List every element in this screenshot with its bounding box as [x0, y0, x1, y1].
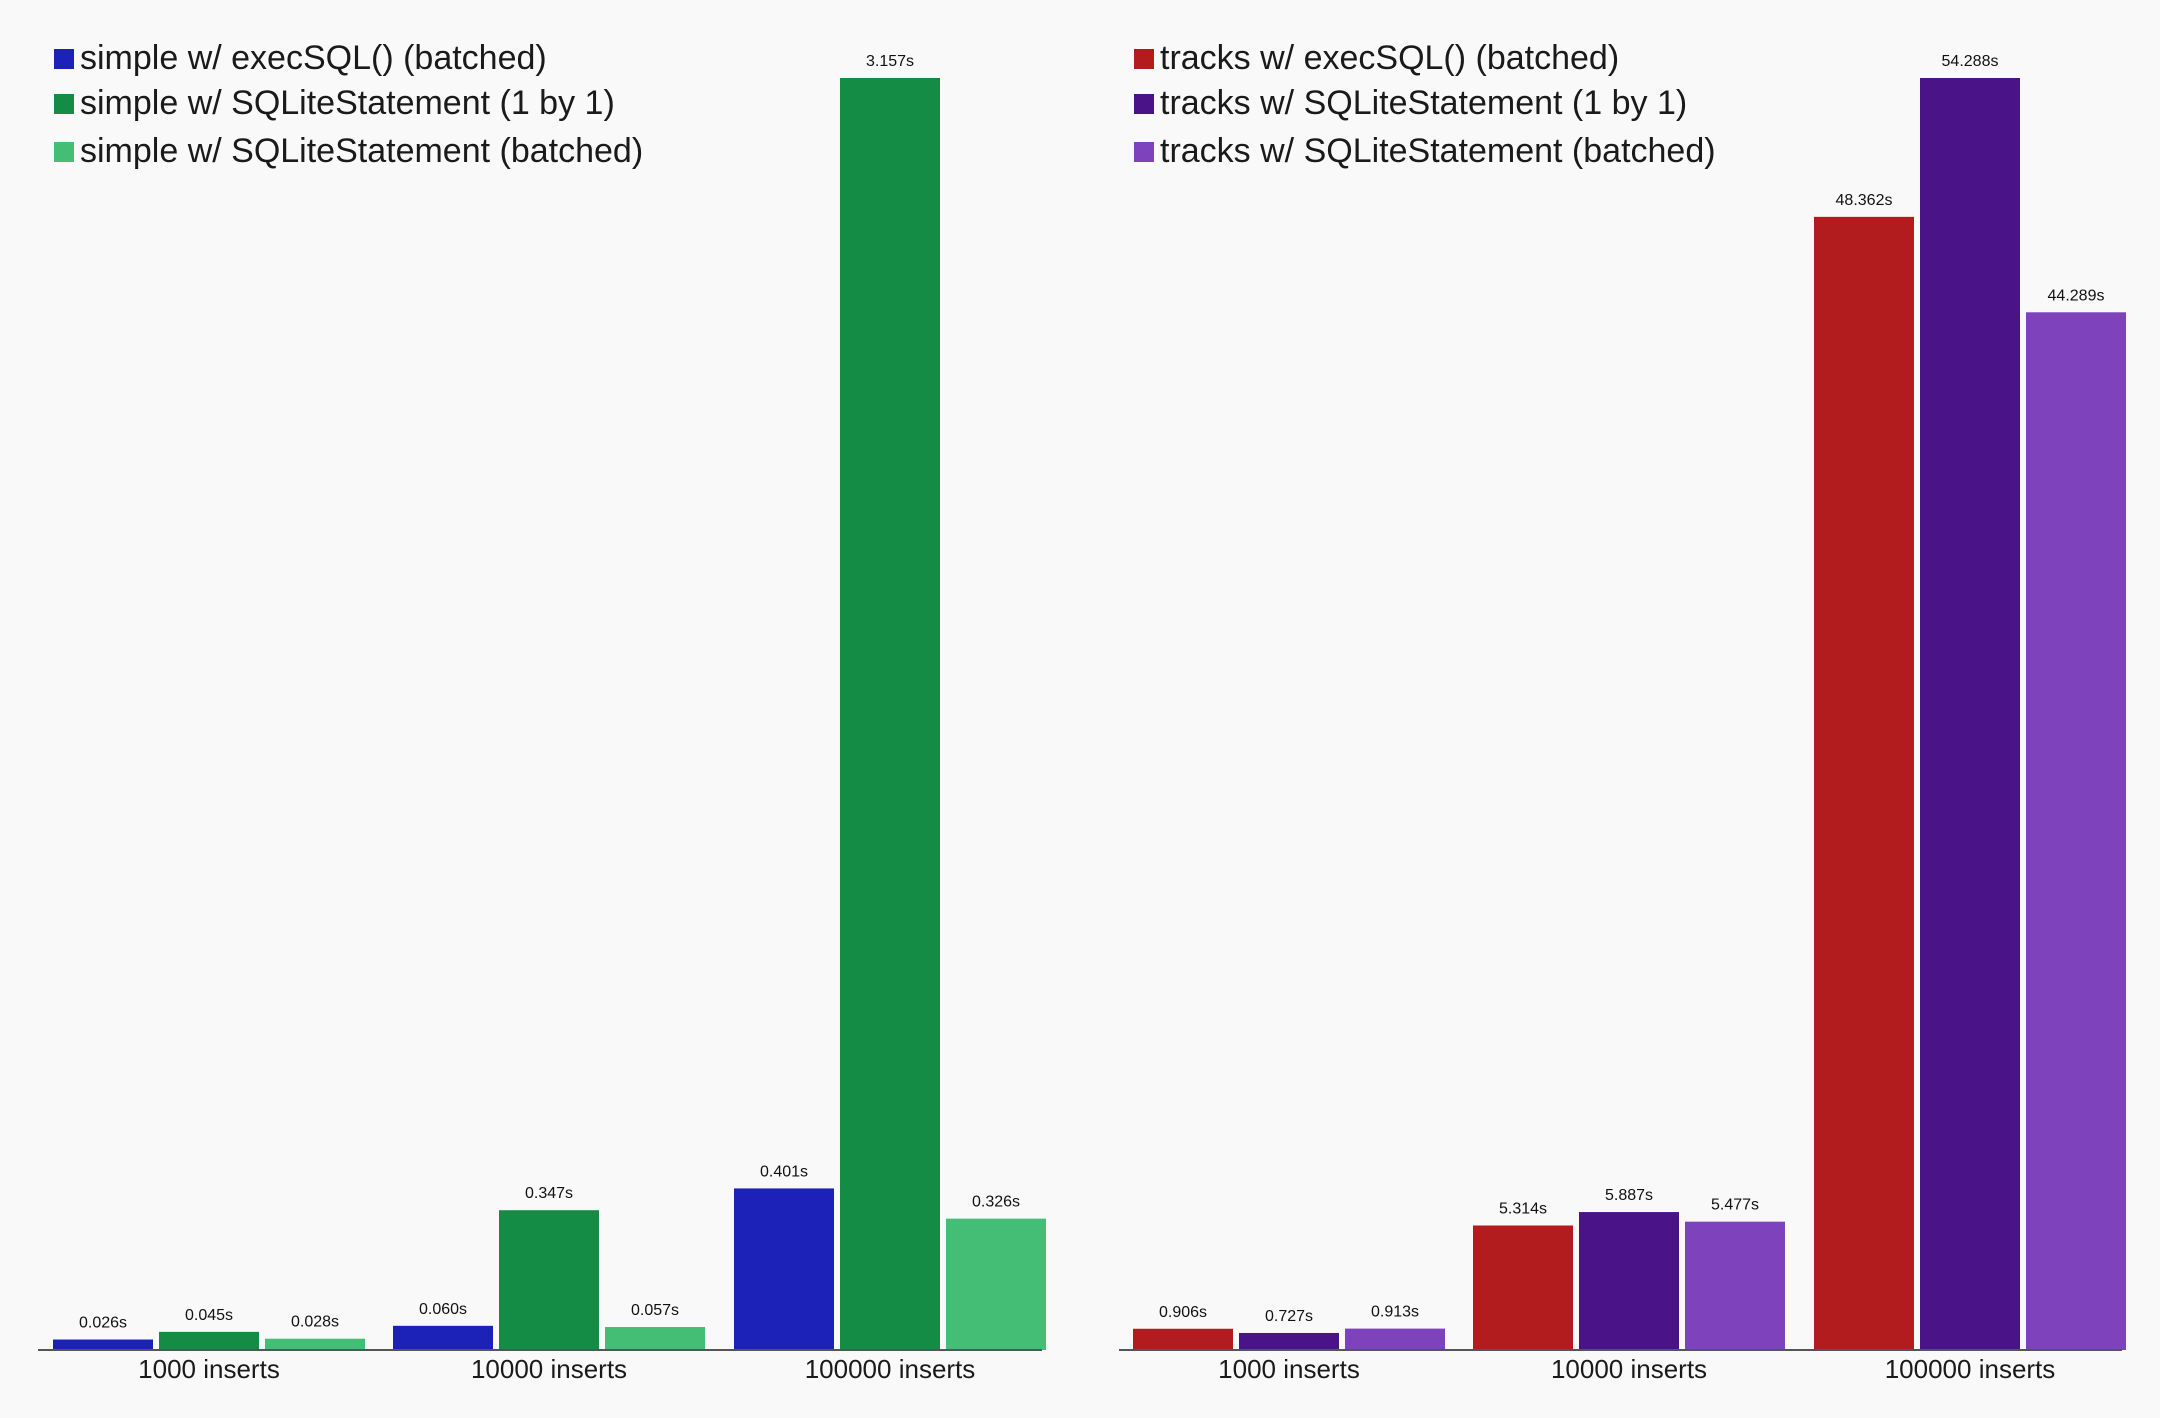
bar	[1579, 1212, 1679, 1350]
legend-swatch	[1134, 94, 1154, 114]
legend-label: simple w/ SQLiteStatement (batched)	[80, 132, 643, 170]
data-label: 48.362s	[1836, 192, 1893, 209]
tracks-legend: tracks w/ execSQL() (batched) tracks w/ S…	[1134, 39, 1716, 170]
bar	[840, 78, 940, 1350]
bar	[605, 1327, 705, 1350]
bar	[1814, 216, 1914, 1350]
x-tick-label: 100000 inserts	[805, 1354, 976, 1384]
bar	[1133, 1328, 1233, 1350]
data-label: 5.887s	[1605, 1187, 1653, 1204]
bar	[1345, 1328, 1445, 1350]
x-tick-label: 10000 inserts	[471, 1354, 627, 1384]
x-tick-label: 100000 inserts	[1885, 1354, 2056, 1384]
legend-swatch	[54, 49, 74, 69]
x-tick-label: 1000 inserts	[1218, 1354, 1360, 1384]
bar	[734, 1188, 834, 1350]
bar	[265, 1338, 365, 1350]
data-label: 0.326s	[972, 1194, 1020, 1211]
data-label: 5.477s	[1711, 1197, 1759, 1214]
data-label: 0.028s	[291, 1314, 339, 1331]
bar	[2026, 312, 2126, 1351]
data-label: 0.913s	[1371, 1304, 1419, 1321]
simple-chart: simple w/ execSQL() (batched) simple w/ S…	[38, 39, 1046, 1384]
bar	[53, 1339, 153, 1350]
data-label: 0.026s	[79, 1315, 127, 1332]
x-tick-label: 1000 inserts	[138, 1354, 280, 1384]
data-label: 54.288s	[1942, 53, 1999, 70]
data-label: 0.057s	[631, 1302, 679, 1319]
data-label: 3.157s	[866, 53, 914, 70]
data-label: 0.045s	[185, 1307, 233, 1324]
bar	[1920, 78, 2020, 1350]
legend-swatch	[1134, 142, 1154, 162]
legend-label: simple w/ SQLiteStatement (1 by 1)	[80, 84, 615, 122]
legend-label: tracks w/ execSQL() (batched)	[1160, 39, 1619, 77]
bar	[1473, 1225, 1573, 1350]
data-label: 0.906s	[1159, 1304, 1207, 1321]
legend-label: tracks w/ SQLiteStatement (batched)	[1160, 132, 1716, 170]
data-label: 0.401s	[760, 1163, 808, 1180]
legend-label: tracks w/ SQLiteStatement (1 by 1)	[1160, 84, 1687, 122]
data-label: 0.060s	[419, 1301, 467, 1318]
data-label: 0.727s	[1265, 1308, 1313, 1325]
legend-label: simple w/ execSQL() (batched)	[80, 39, 547, 77]
legend-swatch	[54, 142, 74, 162]
bar	[499, 1210, 599, 1350]
bar	[1685, 1221, 1785, 1350]
simple-legend: simple w/ execSQL() (batched) simple w/ S…	[54, 39, 643, 170]
x-tick-label: 10000 inserts	[1551, 1354, 1707, 1384]
data-label: 5.314s	[1499, 1200, 1547, 1217]
bar	[946, 1218, 1046, 1350]
legend-swatch	[1134, 49, 1154, 69]
data-label: 0.347s	[525, 1185, 573, 1202]
bar	[1239, 1332, 1339, 1350]
legend-swatch	[54, 94, 74, 114]
bar	[393, 1325, 493, 1350]
bar	[159, 1331, 259, 1350]
data-label: 44.289s	[2048, 287, 2105, 304]
tracks-chart: tracks w/ execSQL() (batched) tracks w/ S…	[1119, 39, 2126, 1384]
